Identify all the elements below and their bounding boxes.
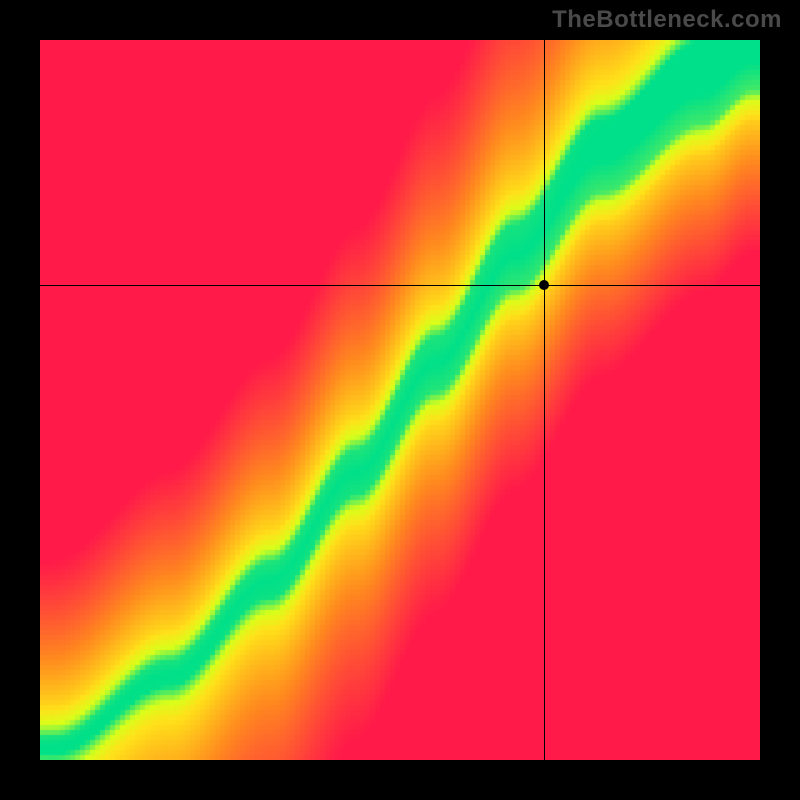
heatmap-canvas	[40, 40, 760, 760]
crosshair-horizontal	[40, 285, 760, 286]
crosshair-vertical	[544, 40, 545, 760]
crosshair-point	[539, 280, 549, 290]
plot-area	[40, 40, 760, 760]
watermark-text: TheBottleneck.com	[552, 6, 782, 34]
chart-frame: TheBottleneck.com	[0, 0, 800, 800]
